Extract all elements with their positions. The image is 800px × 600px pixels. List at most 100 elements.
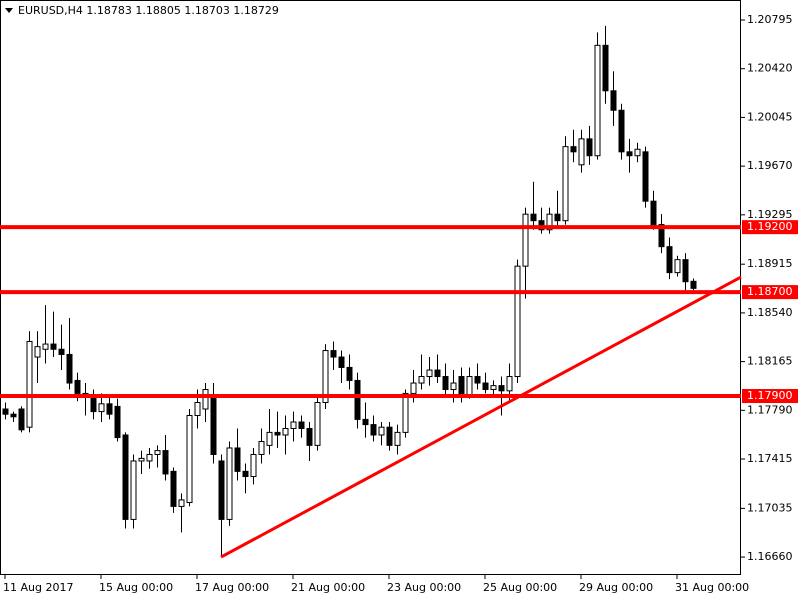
candle-body (674, 259, 681, 274)
candle-body (498, 385, 505, 392)
candle-body (298, 421, 305, 429)
candle-body (98, 403, 105, 413)
x-tick-label: 21 Aug 00:00 (291, 581, 365, 594)
candle-body (42, 343, 49, 350)
level-label: 1.19200 (747, 220, 793, 233)
candle-body (226, 447, 233, 520)
candle-body (178, 499, 185, 507)
candle-body (202, 389, 209, 410)
candle-body (130, 460, 137, 520)
candle-body (282, 427, 289, 436)
y-tick-label: 1.19295 (747, 208, 793, 221)
candle-body (482, 382, 489, 391)
candle-body (522, 213, 529, 267)
candle-body (394, 431, 401, 446)
candle-body (346, 366, 353, 381)
candle-body (290, 421, 297, 429)
y-tick-label: 1.17415 (747, 452, 793, 465)
candle-body (418, 376, 425, 384)
candle-body (586, 138, 593, 157)
candle-body (218, 460, 225, 520)
candle-body (370, 424, 377, 436)
candle-body (250, 453, 257, 478)
candle-body (378, 426, 385, 436)
candle-body (634, 148, 641, 157)
candle-body (114, 405, 121, 439)
candle-body (410, 382, 417, 394)
candle-body (330, 350, 337, 358)
candle-body (242, 470, 249, 478)
candle-body (74, 379, 81, 394)
candle-body (138, 457, 145, 462)
x-tick-label: 31 Aug 00:00 (675, 581, 749, 594)
x-tick-label: 25 Aug 00:00 (483, 581, 557, 594)
candle-body (658, 224, 665, 248)
menu-arrow[interactable] (5, 8, 13, 13)
candle-body (314, 402, 321, 446)
candle-body (186, 415, 193, 504)
y-tick-label: 1.20045 (747, 110, 793, 123)
candle-body (514, 265, 521, 378)
candle-body (162, 450, 169, 475)
candle-body (474, 376, 481, 384)
candle-body (210, 395, 217, 455)
candle-body (578, 138, 585, 166)
candle-body (354, 379, 361, 420)
y-tick-label: 1.17035 (747, 501, 793, 514)
candle-body (562, 146, 569, 222)
candle-body (434, 369, 441, 378)
candle-body (554, 213, 561, 222)
trend-line (220, 275, 742, 559)
candle-body (26, 340, 33, 428)
y-tick-label: 1.18915 (747, 257, 793, 270)
candle-body (274, 431, 281, 436)
candle-body (570, 146, 577, 153)
candle-body (442, 376, 449, 391)
candle-body (626, 151, 633, 157)
candle-body (154, 450, 161, 455)
chart-title: EURUSD,H4 1.18783 1.18805 1.18703 1.1872… (18, 4, 279, 17)
candle-body (690, 280, 697, 289)
candle-body (66, 353, 73, 384)
candle-body (146, 453, 153, 462)
y-tick-label: 1.16660 (747, 550, 793, 563)
candle-body (58, 348, 65, 355)
candle-body (266, 431, 273, 446)
y-tick-label: 1.18165 (747, 355, 793, 368)
candle-body (618, 109, 625, 153)
x-tick-label: 23 Aug 00:00 (387, 581, 461, 594)
y-tick-label: 1.20420 (747, 62, 793, 75)
x-tick-label: 17 Aug 00:00 (195, 581, 269, 594)
candle-body (194, 402, 201, 417)
y-tick-label: 1.17790 (747, 403, 793, 416)
candle-body (466, 376, 473, 397)
level-label-box (742, 220, 798, 235)
candle-body (450, 382, 457, 391)
candle-body (122, 434, 129, 520)
candle-body (234, 447, 241, 472)
candle-body (402, 392, 409, 433)
candle-body (10, 413, 17, 418)
plot-frame (0, 0, 741, 575)
candle-body (426, 369, 433, 378)
candle-body (386, 426, 393, 446)
candle-body (338, 356, 345, 368)
candle-body (362, 418, 369, 426)
candle-body (458, 376, 465, 397)
candle-body (594, 44, 601, 157)
candle-body (602, 44, 609, 92)
candle-body (506, 376, 513, 392)
candle-body (642, 151, 649, 202)
candle-body (18, 408, 25, 431)
candle-body (682, 259, 689, 283)
candle-body (170, 470, 177, 507)
x-tick-label: 29 Aug 00:00 (579, 581, 653, 594)
candle-body (50, 343, 57, 350)
candle-body (306, 427, 313, 446)
candle-body (546, 213, 553, 231)
candle-body (2, 408, 9, 415)
level-label-box (742, 285, 798, 300)
candle-body (490, 385, 497, 391)
